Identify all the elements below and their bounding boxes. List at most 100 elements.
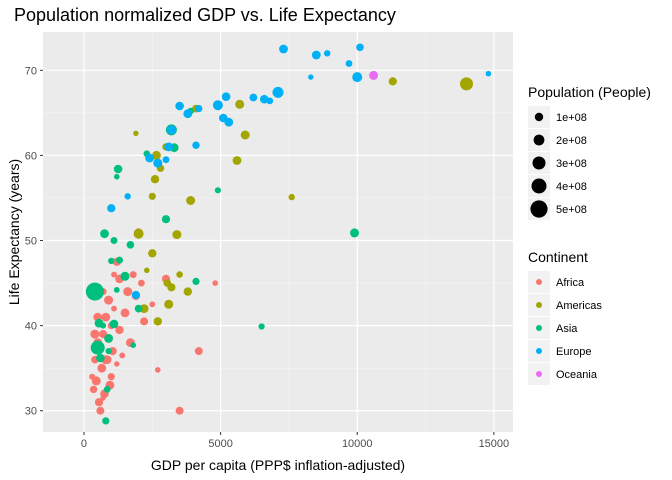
point-asia [104, 334, 113, 343]
grid-minor [43, 32, 513, 432]
point-africa [91, 376, 101, 386]
x-tick-label: 5000 [208, 438, 232, 450]
point-americas [133, 130, 139, 136]
point-europe [183, 109, 193, 119]
point-europe [485, 70, 492, 77]
point-europe [124, 193, 131, 200]
point-oceania [369, 70, 379, 80]
point-asia [90, 340, 105, 355]
point-americas [133, 228, 144, 239]
point-americas [172, 230, 182, 240]
size-legend-label: 2e+08 [556, 135, 587, 147]
point-africa [123, 287, 133, 297]
point-europe [166, 125, 176, 135]
point-africa [101, 312, 111, 322]
point-americas [186, 196, 196, 205]
point-asia [100, 322, 107, 329]
point-europe [308, 74, 314, 80]
point-americas [240, 130, 250, 140]
y-tick-label: 50 [25, 236, 37, 248]
plot-panel [43, 32, 513, 432]
color-legend-label: Africa [556, 277, 585, 289]
point-europe [324, 50, 331, 57]
point-europe [266, 97, 274, 105]
point-africa [94, 398, 104, 407]
point-asia [120, 271, 130, 281]
size-legend: 1e+08 2e+08 3e+08 4e+08 5e+08 [528, 106, 587, 220]
x-axis-ticks: 0 5000 10000 15000 [81, 432, 509, 450]
color-legend-title: Continent [528, 249, 588, 265]
point-asia [85, 282, 104, 301]
point-africa [175, 406, 184, 415]
x-tick-label: 10000 [342, 438, 373, 450]
point-americas [139, 304, 149, 313]
point-africa [119, 352, 126, 359]
size-legend-circle [533, 134, 545, 146]
x-tick-label: 15000 [479, 438, 510, 450]
point-europe [164, 142, 174, 152]
point-africa [90, 329, 100, 339]
y-tick-label: 30 [25, 406, 37, 418]
point-americas [144, 267, 150, 274]
color-legend-swatch [536, 371, 542, 377]
point-africa [111, 271, 117, 278]
point-americas [148, 192, 156, 200]
point-americas [183, 287, 192, 296]
point-europe [224, 117, 234, 127]
color-legend-swatch [536, 348, 542, 354]
size-legend-label: 5e+08 [556, 204, 587, 216]
point-europe [249, 93, 258, 102]
point-asia [109, 319, 119, 329]
point-americas [150, 175, 160, 184]
point-asia [110, 237, 118, 244]
point-europe [311, 50, 321, 60]
point-asia [134, 304, 143, 313]
point-europe [279, 44, 288, 54]
point-africa [140, 317, 149, 326]
x-axis-title: GDP per capita (PPP$ inflation-adjusted) [151, 457, 405, 473]
point-africa [104, 295, 114, 305]
point-africa [129, 271, 137, 279]
point-africa [97, 363, 107, 373]
point-asia [116, 256, 123, 264]
point-europe [345, 60, 353, 67]
point-africa [155, 367, 161, 373]
y-axis-title: Life Expectancy (years) [6, 159, 22, 305]
point-europe [131, 290, 140, 300]
point-asia [102, 417, 110, 425]
point-europe [221, 92, 231, 101]
point-americas [148, 249, 157, 258]
point-europe [195, 105, 203, 113]
point-africa [149, 301, 156, 308]
point-americas [235, 99, 245, 109]
point-asia [103, 386, 111, 393]
point-asia [105, 348, 112, 355]
point-europe [153, 158, 163, 168]
point-americas [232, 156, 242, 165]
point-africa [89, 385, 98, 394]
chart-title: Population normalized GDP vs. Life Expec… [14, 5, 396, 25]
point-asia [126, 241, 135, 249]
point-africa [138, 279, 145, 287]
point-africa [100, 395, 106, 401]
color-legend: Africa Americas Asia Europe Oceania [528, 271, 602, 385]
size-legend-title: Population (People) [528, 84, 651, 100]
point-asia [100, 229, 109, 239]
point-europe [175, 101, 184, 111]
point-americas [388, 77, 397, 86]
color-legend-swatch [536, 279, 542, 285]
point-americas [153, 317, 162, 326]
point-asia [350, 228, 359, 238]
point-africa [115, 325, 124, 335]
color-legend-label: Oceania [556, 369, 598, 381]
size-legend-label: 4e+08 [556, 181, 587, 193]
point-americas [176, 271, 183, 278]
point-americas [164, 299, 174, 309]
point-europe [192, 141, 200, 149]
size-legend-circle [531, 178, 547, 194]
size-legend-label: 1e+08 [556, 112, 587, 124]
point-europe [272, 86, 284, 98]
y-tick-label: 70 [25, 65, 37, 77]
point-americas [288, 193, 295, 201]
